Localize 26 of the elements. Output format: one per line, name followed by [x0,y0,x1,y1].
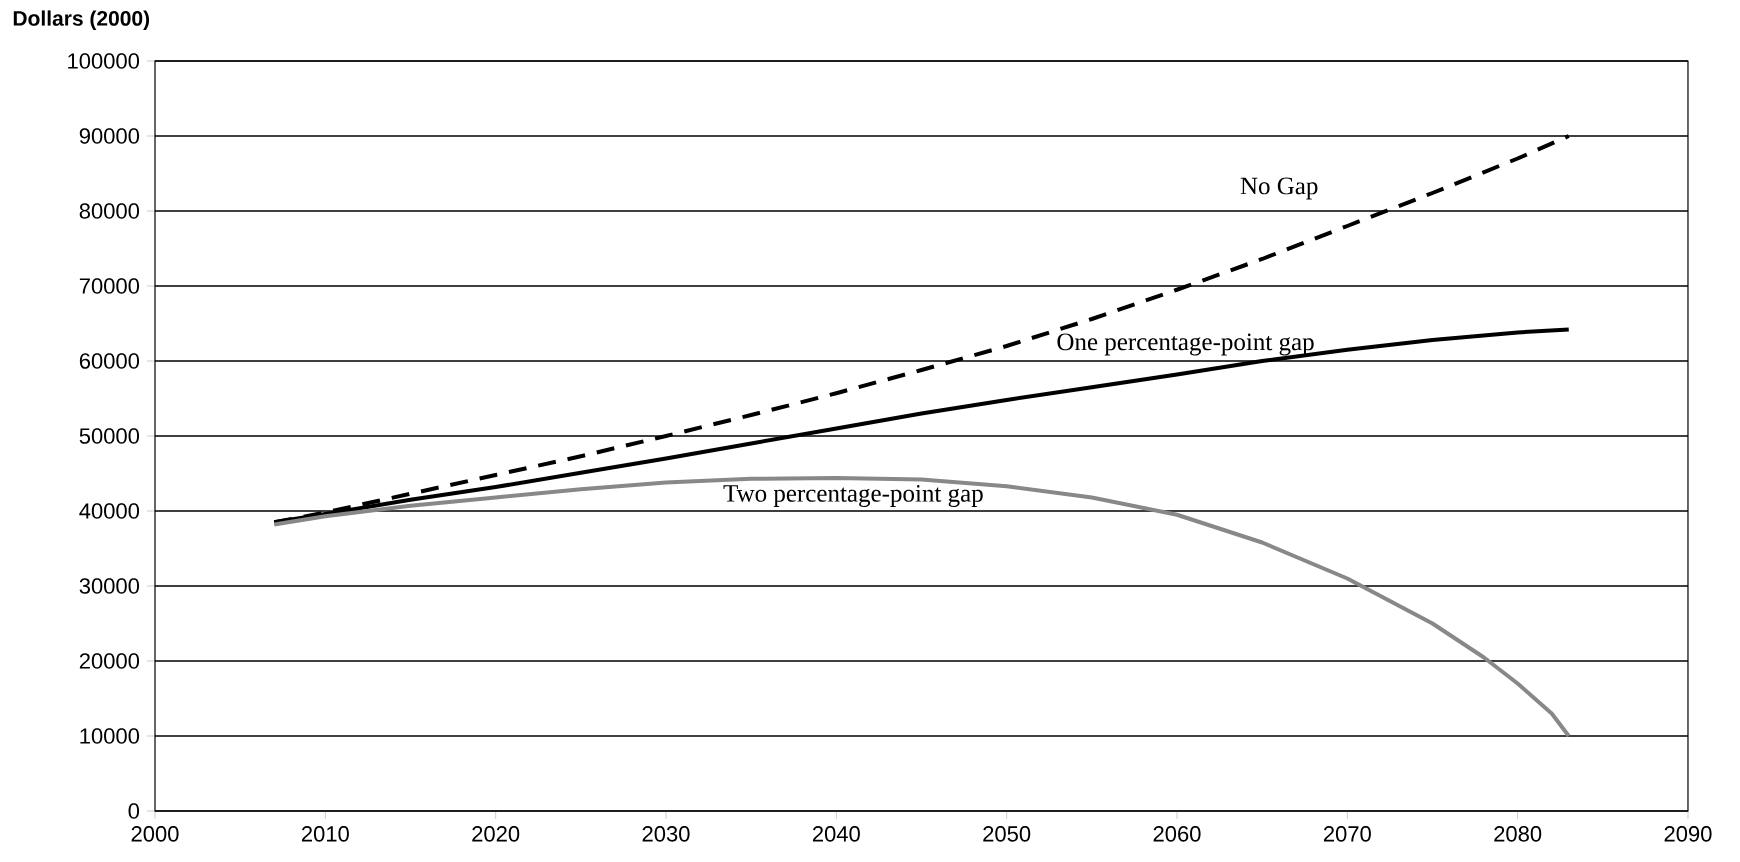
x-tick-label: 2040 [812,826,860,842]
x-tick-label: 2080 [1494,826,1542,842]
y-tick-label: 80000 [79,203,140,219]
series-label: No Gap [1240,177,1318,200]
y-tick-label: 30000 [79,578,140,594]
x-tick-label: 2050 [983,826,1031,842]
y-tick-label: 70000 [79,278,140,294]
x-tick-label: 2070 [1323,826,1371,842]
y-tick-label: 90000 [79,128,140,144]
y-tick-label: 100000 [68,53,140,69]
y-tick-label: 40000 [79,503,140,519]
y-tick-label: 20000 [79,653,140,669]
series-label: One percentage-point gap [1057,333,1314,356]
y-axis-title: Dollars (2000) [13,10,150,30]
x-tick-label: 2020 [472,826,520,842]
y-tick-label: 10000 [80,728,140,744]
x-tick-label: 2030 [642,826,690,842]
y-tick-label: 0 [128,803,140,819]
series-label: Two percentage-point gap [723,485,983,507]
line-series [272,476,1571,738]
x-tick-label: 2090 [1664,826,1712,842]
x-tick-label: 2010 [301,826,349,842]
y-tick-label: 60000 [79,353,140,369]
y-tick-label: 50000 [79,428,140,444]
x-tick-label: 2060 [1153,826,1201,842]
x-tick-label: 2000 [131,826,179,842]
